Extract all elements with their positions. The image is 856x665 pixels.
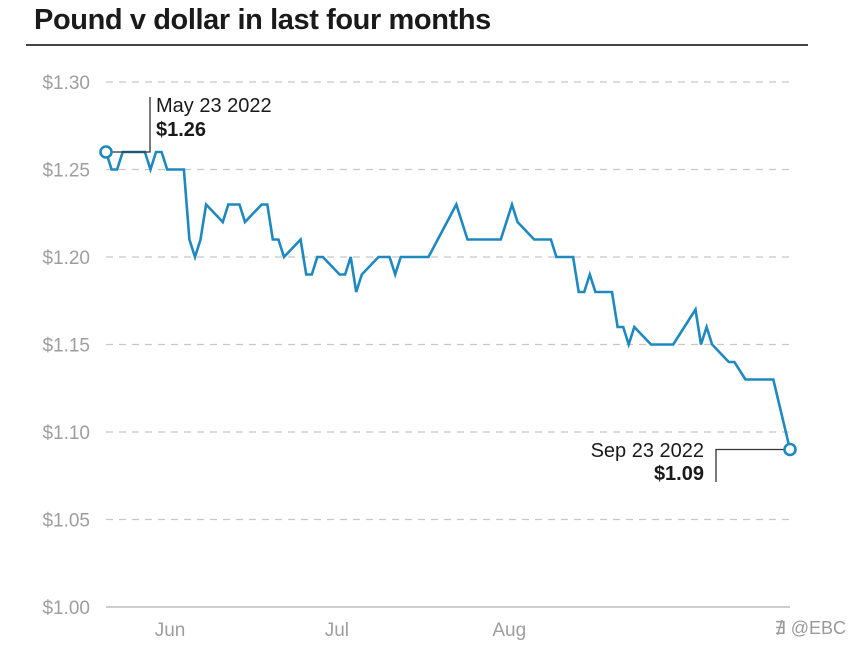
gridlines (106, 81, 790, 608)
y-tick-label: $1.30 (42, 73, 90, 94)
end-leader-line (715, 448, 784, 482)
y-tick-label: $1.15 (42, 336, 90, 357)
title-divider (26, 44, 808, 46)
y-axis-labels: $1.30 $1.25 $1.20 $1.15 $1.10 $1.05 $1.00 (42, 73, 90, 619)
y-tick-label: $1.25 (42, 161, 90, 182)
start-date-label: May 23 2022 (156, 95, 272, 117)
watermark: ∄ @EBC (774, 618, 846, 638)
end-date-label: Sep 23 2022 (591, 440, 704, 462)
y-tick-label: $1.00 (42, 598, 90, 619)
end-value-label: $1.09 (654, 463, 704, 485)
x-tick-label: Jun (155, 620, 186, 641)
start-point-marker (99, 145, 113, 159)
y-tick-label: $1.05 (42, 511, 90, 532)
series-group (104, 150, 792, 451)
x-tick-label: Jul (325, 620, 349, 641)
y-tick-label: $1.20 (42, 248, 90, 269)
series-line (104, 150, 792, 451)
end-point-marker (783, 442, 797, 457)
x-tick-label: Aug (492, 620, 526, 641)
chart-title: Pound v dollar in last four months (34, 4, 491, 36)
start-leader-line (112, 97, 151, 153)
y-tick-label: $1.10 (42, 423, 90, 444)
x-axis-labels: Jun Jul Aug (155, 620, 526, 641)
annotations: May 23 2022$1.26 Sep 23 2022$1.09 (99, 95, 797, 485)
start-value-label: $1.26 (156, 119, 206, 141)
